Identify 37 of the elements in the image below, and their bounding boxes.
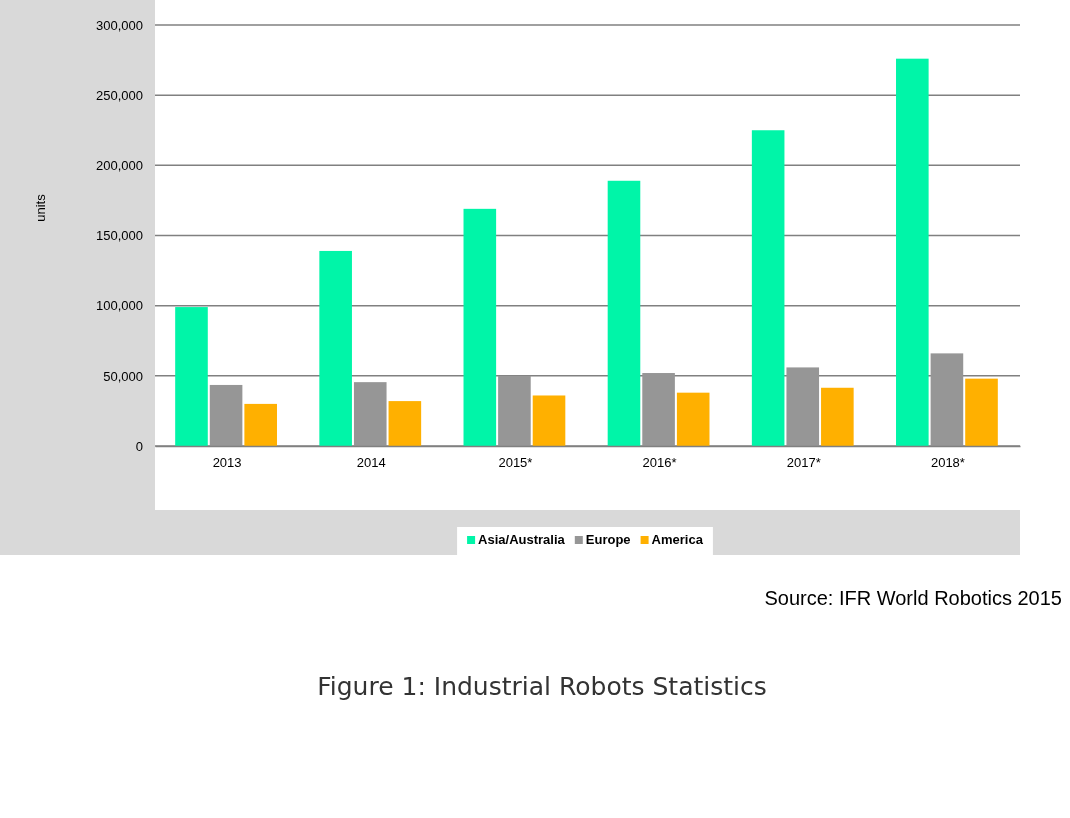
y-axis-title: units — [33, 193, 48, 222]
bar — [607, 180, 641, 446]
x-tick-label: 2016* — [642, 455, 677, 471]
legend-label: Europe — [585, 532, 631, 547]
x-tick-label: 2018* — [930, 455, 965, 471]
y-tick-label: 50,000 — [103, 368, 143, 384]
bar — [821, 387, 854, 446]
y-tick-label: 250,000 — [96, 87, 143, 103]
y-tick-label: 150,000 — [96, 228, 143, 244]
bar — [676, 392, 710, 446]
y-tick-label: 300,000 — [96, 17, 143, 33]
bar — [319, 250, 352, 446]
bar — [175, 307, 208, 446]
source-note: Source: IFR World Robotics 2015 — [764, 587, 1062, 609]
text: Figure 1: Industrial Robots Statistics — [317, 672, 767, 701]
bar — [642, 373, 675, 446]
y-tick-label: 200,000 — [96, 157, 143, 173]
bar — [388, 401, 422, 446]
y-tick-label: 100,000 — [96, 298, 143, 314]
bar — [930, 353, 964, 446]
bar — [244, 403, 277, 446]
legend-label: Asia/Australia — [478, 532, 566, 547]
bar — [965, 378, 998, 446]
bar — [463, 208, 497, 446]
bar — [353, 382, 387, 446]
legend-label: America — [651, 532, 704, 547]
bar — [896, 58, 929, 446]
y-tick-label: 0 — [135, 438, 143, 454]
bar — [786, 367, 820, 446]
bar — [498, 375, 531, 446]
x-tick-label: 2013 — [212, 455, 242, 471]
bar — [532, 395, 566, 446]
x-tick-label: 2015* — [498, 455, 533, 471]
bar — [751, 130, 785, 446]
bar — [209, 384, 243, 446]
x-tick-label: 2014 — [356, 455, 386, 471]
x-tick-label: 2017* — [786, 455, 821, 471]
